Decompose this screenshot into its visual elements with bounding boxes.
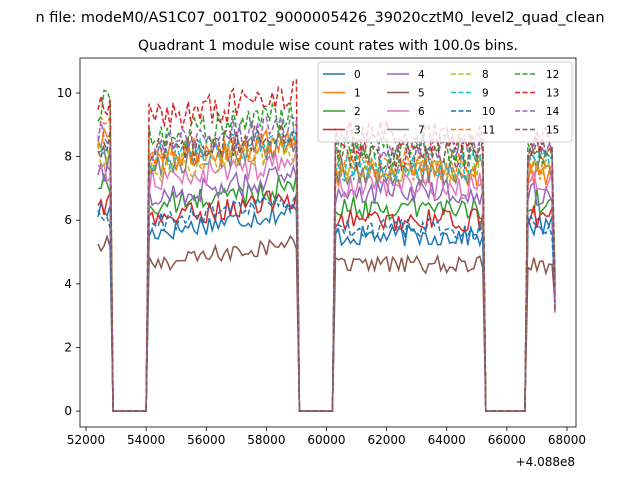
y-tick-label: 0: [64, 404, 72, 418]
series-line-9: [97, 126, 556, 412]
x-tick-label: 54000: [127, 433, 165, 447]
series-line-7: [97, 131, 556, 412]
plot-lines: [97, 79, 556, 412]
series-line-3: [97, 190, 556, 412]
x-tick-label: 64000: [428, 433, 466, 447]
figure-suptitle: n file: modeM0/AS1C07_001T02_9000005426_…: [35, 10, 604, 26]
y-axis: 0 2 4 6 8 10: [57, 86, 80, 418]
plot-frame: [79, 57, 577, 428]
y-tick-label: 8: [64, 150, 72, 164]
series-line-0: [97, 200, 556, 412]
y-tick-label: 6: [64, 213, 72, 227]
chart-title: Quadrant 1 module wise count rates with …: [138, 38, 518, 54]
legend-label: 15: [546, 125, 559, 137]
x-offset-label: +4.088e8: [516, 455, 575, 469]
x-tick-label: 60000: [307, 433, 345, 447]
x-tick-label: 66000: [488, 433, 526, 447]
legend-label: 6: [418, 106, 425, 118]
series-line-4: [97, 162, 556, 412]
legend-label: 3: [354, 125, 361, 137]
legend-label: 0: [354, 69, 361, 81]
legend-label: 10: [482, 106, 495, 118]
x-tick-label: 58000: [247, 433, 285, 447]
x-tick-label: 68000: [548, 433, 586, 447]
y-tick-label: 10: [57, 86, 72, 100]
legend-label: 8: [482, 69, 489, 81]
legend-box: [317, 61, 573, 143]
x-tick-label: 56000: [187, 433, 225, 447]
series-line-10: [97, 192, 556, 412]
series-line-2: [97, 172, 556, 412]
series-line-6: [97, 149, 556, 412]
x-tick-label: 52000: [67, 433, 105, 447]
series-line-11: [97, 116, 556, 412]
series-line-1: [97, 126, 556, 412]
y-tick-label: 4: [64, 277, 72, 291]
x-axis: 52000 54000 56000 58000 60000 62000 64000 66000…: [67, 427, 586, 447]
legend-label: 2: [354, 106, 361, 118]
series-line-5: [97, 233, 556, 412]
x-tick-label: 62000: [368, 433, 406, 447]
y-tick-label: 2: [64, 340, 72, 354]
legend-label: 5: [418, 88, 425, 100]
legend-label: 13: [546, 88, 559, 100]
legend-label: 4: [418, 69, 425, 81]
legend-label: 1: [354, 88, 361, 100]
legend-label: 7: [418, 125, 425, 137]
legend-label: 14: [546, 106, 560, 118]
legend-label: 12: [546, 69, 559, 81]
series-line-8: [97, 137, 556, 412]
legend-label: 9: [482, 88, 489, 100]
series-line-15: [97, 124, 556, 412]
legend-label: 11: [482, 125, 495, 137]
